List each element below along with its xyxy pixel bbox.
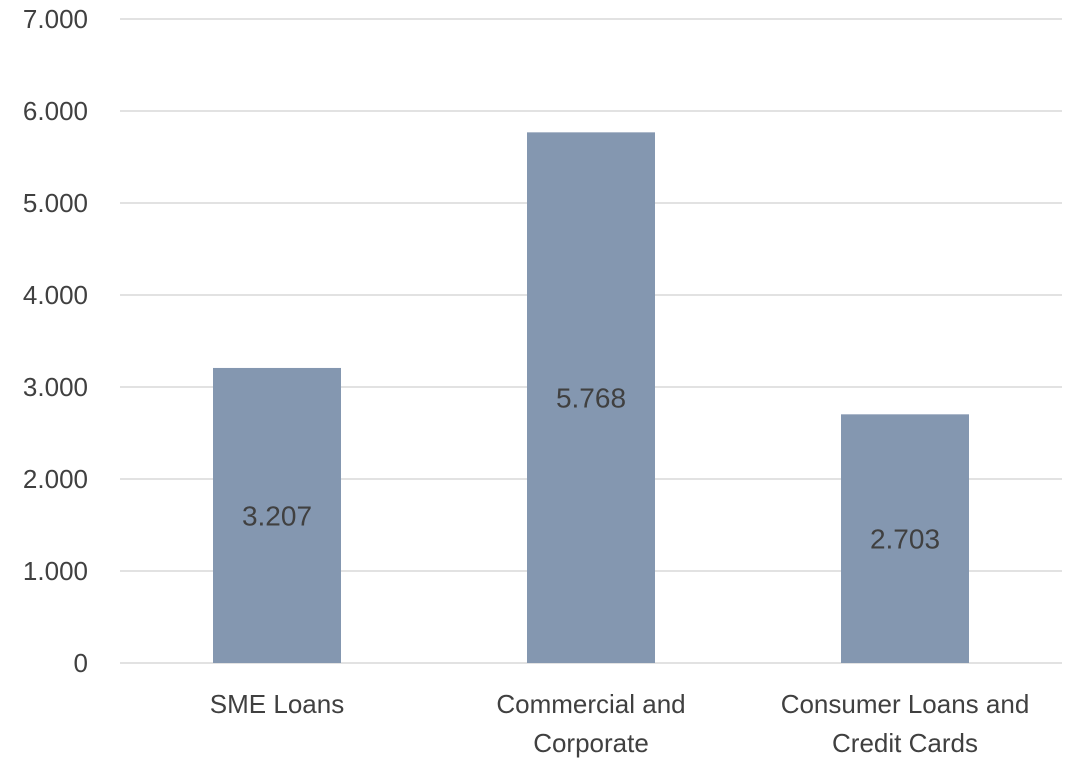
y-tick-label: 0 [74, 648, 88, 678]
data-label: 5.768 [556, 383, 626, 414]
y-tick-label: 7.000 [23, 4, 88, 34]
data-label: 3.207 [242, 500, 312, 531]
x-category-label: Corporate [533, 728, 649, 758]
y-tick-label: 2.000 [23, 464, 88, 494]
bar [841, 414, 969, 663]
y-tick-label: 4.000 [23, 280, 88, 310]
data-label: 2.703 [870, 524, 940, 555]
x-category-label: SME Loans [210, 689, 344, 719]
bar [527, 132, 655, 663]
y-tick-label: 3.000 [23, 372, 88, 402]
y-tick-label: 6.000 [23, 96, 88, 126]
bar [213, 367, 341, 663]
y-tick-label: 5.000 [23, 188, 88, 218]
x-category-label: Credit Cards [832, 728, 978, 758]
x-category-label: Consumer Loans and [781, 689, 1030, 719]
y-tick-label: 1.000 [23, 556, 88, 586]
x-category-label: Commercial and [496, 689, 685, 719]
